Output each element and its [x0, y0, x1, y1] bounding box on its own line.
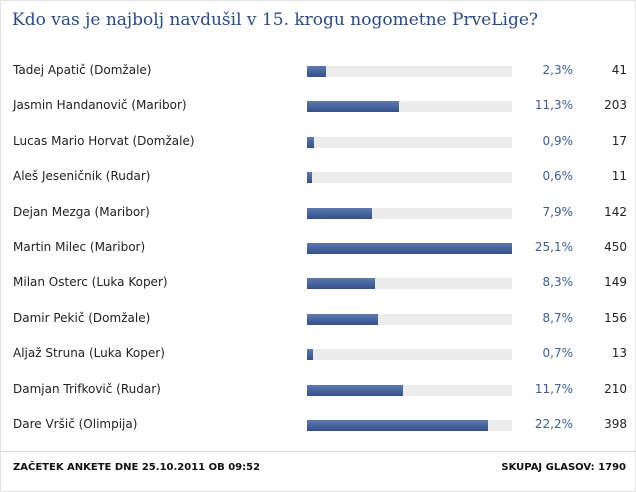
- option-name: Damir Pekič (Domžale): [13, 310, 151, 325]
- poll-results: Tadej Apatič (Domžale) 2,3% 41 Jasmin Ha…: [1, 53, 636, 442]
- poll-option-row: Tadej Apatič (Domžale) 2,3% 41: [1, 53, 636, 88]
- poll-option-row: Lucas Mario Horvat (Domžale) 0,9% 17: [1, 124, 636, 159]
- option-name: Tadej Apatič (Domžale): [13, 63, 152, 77]
- option-name: Dare Vršič (Olimpija): [13, 416, 138, 431]
- result-bar-track: [307, 419, 512, 431]
- result-bar-fill: [307, 207, 372, 219]
- result-bar-fill: [307, 101, 399, 113]
- poll-title: Kdo vas je najbolj navdušil v 15. krogu …: [12, 10, 539, 30]
- option-percent: 0,9%: [542, 133, 574, 148]
- option-votes: 203: [604, 98, 627, 113]
- result-bar-track: [307, 207, 512, 219]
- option-percent: 2,3%: [542, 63, 574, 77]
- option-votes: 11: [611, 169, 627, 184]
- poll-option-row: Jasmin Handanovič (Maribor) 11,3% 203: [1, 88, 636, 123]
- result-bar-track: [307, 242, 512, 254]
- result-bar-fill: [307, 136, 314, 148]
- result-bar-fill: [307, 313, 378, 325]
- poll-option-row: Aleš Jeseničnik (Rudar) 0,6% 11: [1, 159, 636, 194]
- option-percent: 8,7%: [542, 310, 574, 325]
- poll-option-row: Dejan Mezga (Maribor) 7,9% 142: [1, 195, 636, 230]
- footer-divider: [1, 451, 636, 452]
- poll-total-votes: SKUPAJ GLASOV: 1790: [501, 462, 626, 473]
- option-votes: 41: [611, 63, 627, 77]
- poll-option-row: Aljaž Struna (Luka Koper) 0,7% 13: [1, 336, 636, 371]
- option-percent: 25,1%: [534, 239, 573, 254]
- option-percent: 7,9%: [542, 204, 574, 219]
- poll-option-row: Martin Milec (Maribor) 25,1% 450: [1, 230, 636, 265]
- poll-option-row: Dare Vršič (Olimpija) 22,2% 398: [1, 407, 636, 442]
- option-name: Milan Osterc (Luka Koper): [13, 275, 168, 290]
- option-name: Aleš Jeseničnik (Rudar): [13, 169, 151, 184]
- result-bar-fill: [307, 242, 512, 254]
- result-bar-fill: [307, 278, 375, 290]
- option-percent: 22,2%: [534, 416, 573, 431]
- option-name: Damjan Trifkovič (Rudar): [13, 381, 161, 396]
- result-bar-track: [307, 136, 512, 148]
- option-votes: 13: [611, 346, 627, 361]
- option-percent: 11,7%: [534, 381, 573, 396]
- option-votes: 210: [604, 381, 627, 396]
- option-name: Martin Milec (Maribor): [13, 239, 146, 254]
- result-bar-fill: [307, 349, 313, 361]
- option-votes: 156: [604, 310, 627, 325]
- option-name: Jasmin Handanovič (Maribor): [13, 98, 187, 113]
- option-percent: 8,3%: [542, 275, 574, 290]
- option-percent: 0,7%: [542, 346, 574, 361]
- option-votes: 398: [604, 416, 627, 431]
- option-votes: 142: [604, 204, 627, 219]
- option-name: Aljaž Struna (Luka Koper): [13, 346, 165, 361]
- option-votes: 17: [611, 133, 627, 148]
- result-bar-track: [307, 66, 512, 77]
- result-bar-track: [307, 172, 512, 184]
- result-bar-track: [307, 349, 512, 361]
- poll-start-date: ZAČETEK ANKETE DNE 25.10.2011 OB 09:52: [13, 462, 261, 473]
- option-name: Lucas Mario Horvat (Domžale): [13, 133, 195, 148]
- result-bar-fill: [307, 66, 326, 77]
- result-bar-track: [307, 101, 512, 113]
- result-bar-track: [307, 384, 512, 396]
- option-name: Dejan Mezga (Maribor): [13, 204, 150, 219]
- result-bar-fill: [307, 419, 488, 431]
- option-votes: 149: [604, 275, 627, 290]
- poll-option-row: Damir Pekič (Domžale) 8,7% 156: [1, 301, 636, 336]
- poll-option-row: Milan Osterc (Luka Koper) 8,3% 149: [1, 265, 636, 300]
- option-votes: 450: [604, 239, 627, 254]
- result-bar-fill: [307, 384, 403, 396]
- result-bar-track: [307, 313, 512, 325]
- option-percent: 0,6%: [542, 169, 574, 184]
- option-percent: 11,3%: [534, 98, 573, 113]
- result-bar-fill: [307, 172, 312, 184]
- poll-option-row: Damjan Trifkovič (Rudar) 11,7% 210: [1, 372, 636, 407]
- result-bar-track: [307, 278, 512, 290]
